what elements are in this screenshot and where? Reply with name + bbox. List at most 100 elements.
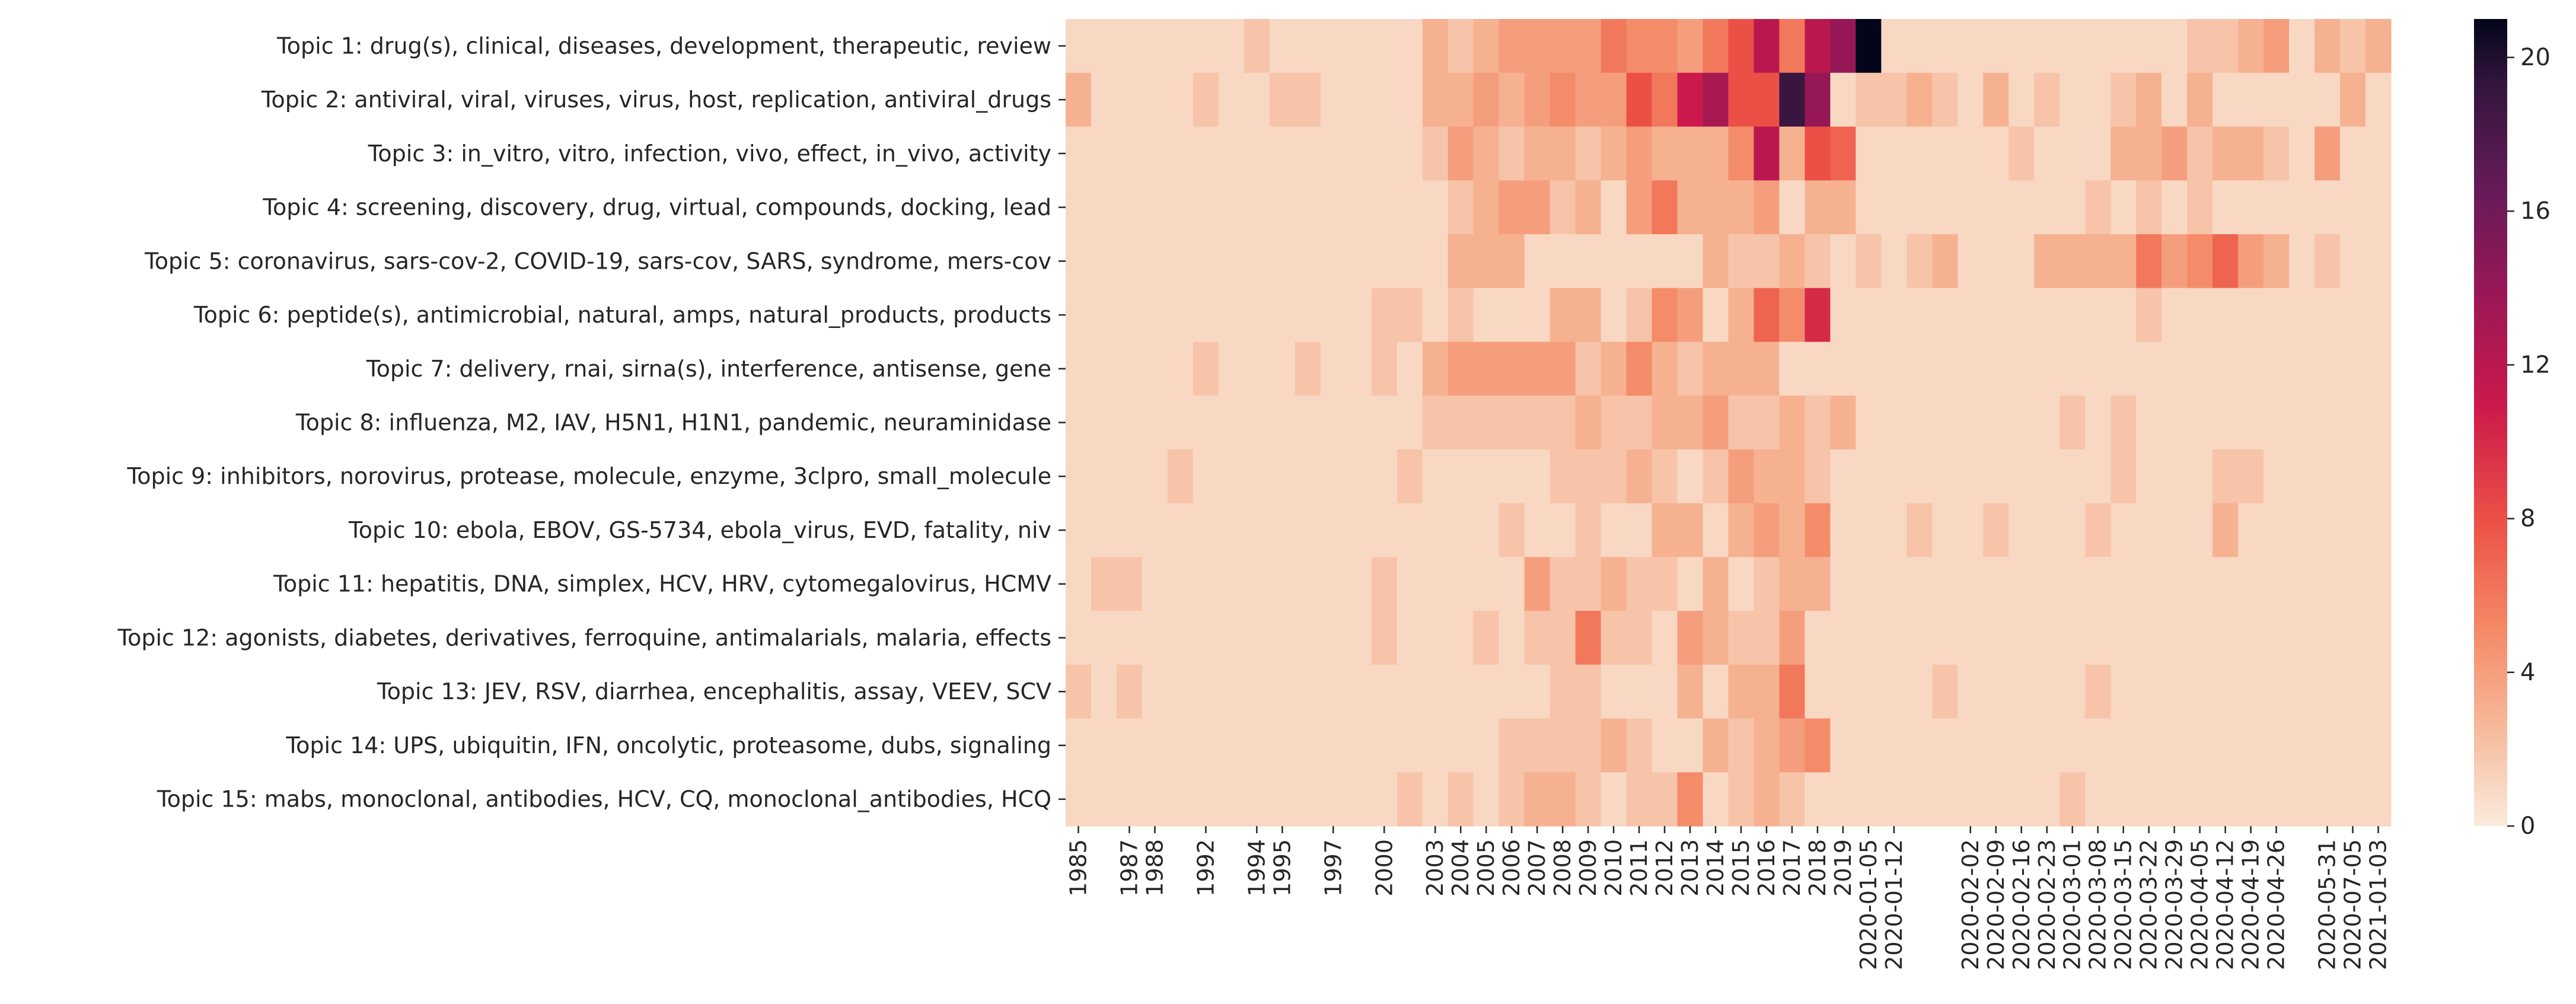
heatmap-cell: [2136, 342, 2162, 396]
heatmap-cell: [2008, 342, 2035, 396]
heatmap-cell: [1320, 772, 1347, 827]
heatmap-cell: [1779, 126, 1806, 181]
heatmap-cell: [2110, 611, 2137, 665]
heatmap-cell: [1881, 611, 1907, 665]
heatmap-cell: [2263, 772, 2290, 827]
heatmap-cell: [1269, 664, 1296, 719]
row-label: Topic 2: antiviral, viral, viruses, viru…: [261, 87, 1051, 113]
column-label: 1988: [1142, 839, 1168, 897]
heatmap-cell: [1244, 449, 1270, 504]
heatmap-cell: [1550, 611, 1576, 665]
heatmap-cell: [2059, 718, 2086, 773]
heatmap-cell: [1601, 503, 1627, 557]
heatmap-cell: [1193, 772, 1219, 827]
heatmap-cell: [2263, 19, 2290, 74]
heatmap-cell: [2238, 234, 2264, 289]
heatmap-cell: [2340, 664, 2366, 719]
heatmap-cell: [2008, 234, 2035, 289]
heatmap-cell: [1779, 503, 1806, 557]
column-label: 2018: [1805, 839, 1831, 897]
heatmap-cell: [1193, 611, 1219, 665]
heatmap-cell: [1805, 234, 1831, 289]
column-label: 2014: [1703, 839, 1729, 897]
heatmap-cell: [2161, 126, 2188, 181]
heatmap-cell: [1626, 557, 1653, 611]
heatmap-cell: [1830, 342, 1856, 396]
heatmap-cell: [2212, 772, 2239, 827]
heatmap-cell: [1754, 503, 1780, 557]
heatmap-cell: [1066, 557, 1092, 611]
heatmap-cell: [1957, 396, 1984, 450]
heatmap-cell: [1269, 288, 1296, 342]
heatmap-cell: [1422, 396, 1449, 450]
heatmap-cell: [1193, 503, 1219, 557]
heatmap-cell: [1116, 557, 1143, 611]
column-label: 2020-02-16: [2008, 839, 2035, 970]
heatmap-cell: [1703, 664, 1729, 719]
heatmap-cell: [1575, 342, 1602, 396]
heatmap-cell: [1448, 718, 1474, 773]
heatmap-cell: [1626, 72, 1653, 128]
heatmap-cell: [1116, 288, 1143, 342]
heatmap-cell: [2187, 342, 2213, 396]
heatmap-cell: [1550, 19, 1576, 74]
heatmap-cell: [1728, 72, 1755, 128]
heatmap-cell: [1779, 449, 1806, 504]
heatmap-cell: [1932, 72, 1958, 128]
heatmap-cell: [1371, 72, 1398, 128]
heatmap-cell: [1575, 288, 1602, 342]
heatmap-cell: [1371, 126, 1398, 181]
heatmap-cell: [2187, 180, 2213, 235]
heatmap-cell: [1091, 234, 1117, 289]
heatmap-cell: [2187, 772, 2213, 827]
heatmap-cell: [1575, 503, 1602, 557]
heatmap-cell: [1550, 557, 1576, 611]
heatmap-cell: [1448, 503, 1474, 557]
heatmap-cell: [1779, 19, 1806, 74]
heatmap-cell: [1728, 449, 1755, 504]
heatmap-cell: [1677, 718, 1704, 773]
heatmap-cell: [2340, 718, 2366, 773]
heatmap-cell: [2238, 772, 2264, 827]
heatmap-cell: [1957, 19, 1984, 74]
heatmap-cell: [1677, 396, 1704, 450]
heatmap-cell: [1983, 396, 2009, 450]
heatmap-cell: [2289, 396, 2315, 450]
heatmap-cell: [1244, 503, 1270, 557]
heatmap-cell: [1957, 288, 1984, 342]
heatmap-cell: [1499, 342, 1525, 396]
heatmap-cell: [1346, 288, 1372, 342]
heatmap-cell: [1397, 342, 1423, 396]
heatmap-cell: [2212, 19, 2239, 74]
column-label: 1994: [1244, 839, 1270, 897]
heatmap-cell: [2212, 664, 2239, 719]
heatmap-cell: [1983, 449, 2009, 504]
heatmap-cell: [2365, 126, 2392, 181]
heatmap-cell: [1677, 234, 1704, 289]
heatmap-cell: [1320, 611, 1347, 665]
heatmap-cell: [2085, 234, 2111, 289]
heatmap-cell: [2161, 718, 2188, 773]
heatmap-cell: [1269, 611, 1296, 665]
heatmap-cell: [1116, 449, 1143, 504]
heatmap-cell: [2110, 126, 2137, 181]
heatmap-cell: [2085, 19, 2111, 74]
heatmap-cell: [1295, 772, 1321, 827]
heatmap-cell: [1346, 503, 1372, 557]
heatmap-cell: [2365, 234, 2392, 289]
heatmap-cell: [2059, 772, 2086, 827]
heatmap-cell: [1575, 180, 1602, 235]
heatmap-cell: [2059, 126, 2086, 181]
heatmap-cell: [1473, 72, 1500, 128]
heatmap-cell: [1320, 396, 1347, 450]
column-label: 1995: [1269, 839, 1295, 897]
heatmap-cell: [2365, 180, 2392, 235]
heatmap-cell: [1320, 180, 1347, 235]
heatmap-cell: [1652, 557, 1678, 611]
heatmap-cell: [1856, 449, 1882, 504]
heatmap-cell: [1907, 180, 1933, 235]
heatmap-cell: [2263, 503, 2290, 557]
heatmap-cell: [1957, 126, 1984, 181]
heatmap-cell: [2212, 503, 2239, 557]
heatmap-cell: [1932, 449, 1958, 504]
